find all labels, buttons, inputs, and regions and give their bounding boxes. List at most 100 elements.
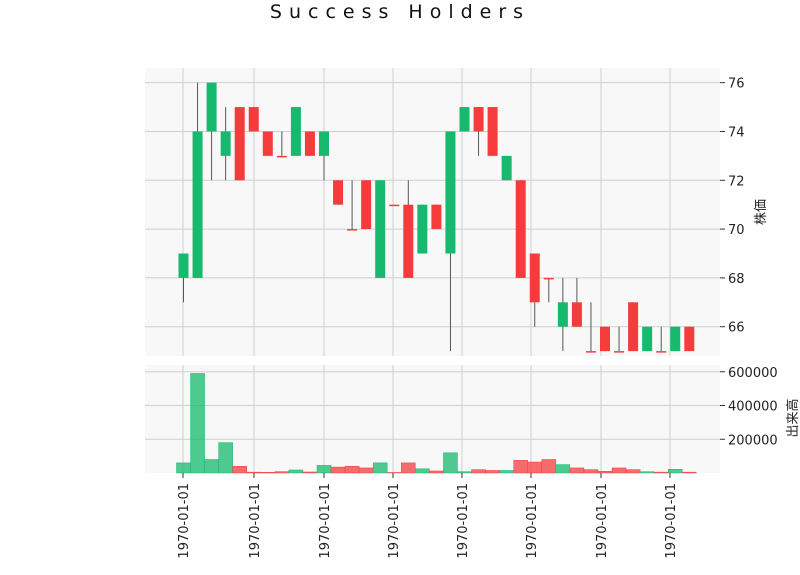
candle-series [178, 82, 695, 353]
candle-body-down [276, 155, 287, 158]
candle-body-up [670, 326, 681, 352]
volume-bar-up [415, 468, 430, 474]
volume-gridlines [145, 365, 720, 473]
volume-bar-down [401, 462, 416, 474]
candle-body-down [543, 277, 554, 280]
volume-tick-label: 200000 [728, 433, 778, 448]
volume-bar-down [653, 471, 669, 474]
volume-bar-up [457, 471, 472, 474]
candle-body-down [600, 326, 610, 352]
candle-body-up [417, 204, 428, 254]
price-tick-label: 68 [728, 272, 745, 287]
volume-bar-down [611, 467, 627, 474]
volume-axis-label: 出来高 [785, 398, 800, 437]
volume-bar-down [527, 461, 542, 474]
candle-body-up [375, 180, 386, 278]
volume-bar-down [387, 472, 402, 474]
volume-bar-up [443, 452, 458, 474]
candle-body-down [571, 302, 582, 327]
volume-bar-down [625, 469, 641, 474]
candle-body-up [192, 131, 203, 278]
candle-body-up [557, 302, 568, 327]
candle-body-up [220, 131, 231, 156]
volume-tick-label: 400000 [728, 400, 778, 415]
volume-bar-up [639, 471, 655, 474]
volume-bar-up [372, 462, 388, 474]
volume-bar-up [668, 469, 683, 474]
volume-bar-down [344, 466, 360, 474]
candle-body-down [333, 180, 344, 205]
candle-body-down [389, 204, 400, 207]
candle-body-down [487, 107, 498, 156]
volume-bar-down [513, 460, 528, 474]
volume-bar-down [274, 471, 290, 474]
volume-bar-down [541, 459, 557, 474]
x-axis: 1970-01-01 1970-01-01 1970-01-01 1970-01-01… [177, 473, 679, 559]
candle-body-down [473, 107, 484, 132]
volume-panel: 200000 400000 600000 出来高 [145, 365, 800, 474]
x-tick-label: 1970-01-01 [525, 483, 540, 559]
volume-tick-label: 600000 [728, 366, 778, 381]
candle-body-down [431, 204, 442, 230]
volume-series [176, 373, 697, 474]
candle-body-down [248, 107, 259, 132]
volume-bar-down [429, 470, 444, 474]
price-tick-label: 76 [728, 77, 745, 92]
candle-body-down [684, 326, 695, 352]
x-tick-label: 1970-01-01 [248, 483, 263, 559]
volume-bar-down [471, 469, 486, 474]
volume-bar-down [302, 471, 318, 474]
candle-body-up [642, 326, 653, 352]
candle-body-up [459, 107, 470, 132]
candle-body-up [319, 131, 329, 156]
volume-bar-down [232, 466, 247, 474]
x-tick-label: 1970-01-01 [664, 483, 679, 559]
price-y-axis: 66 68 70 72 74 76 [720, 77, 745, 336]
candle-body-down [628, 302, 639, 352]
candle-body-down [234, 107, 245, 181]
volume-bar-up [555, 464, 571, 474]
candle-body-up [445, 131, 456, 254]
x-tick-label: 1970-01-01 [595, 483, 610, 559]
volume-bar-up [316, 465, 332, 474]
volume-bar-down [260, 472, 276, 474]
candle-body-down [347, 229, 358, 231]
candle-body-up [178, 253, 189, 278]
candle-body-down [585, 351, 596, 353]
chart-title: Success Holders [270, 1, 530, 23]
x-tick-label: 1970-01-01 [318, 483, 333, 559]
candle-body-down [529, 253, 540, 303]
candle-body-down [361, 180, 372, 230]
volume-bar-down [583, 469, 599, 474]
x-tick-label: 1970-01-01 [387, 483, 402, 559]
candle-body-down [304, 131, 315, 156]
price-tick-label: 72 [728, 174, 745, 189]
volume-y-axis: 200000 400000 600000 [720, 366, 778, 448]
candle-body-down [614, 351, 625, 353]
price-axis-label: 株価 [754, 199, 769, 225]
volume-bar-down [485, 470, 500, 474]
volume-bar-up [218, 442, 233, 474]
candle-body-up [290, 107, 301, 156]
volume-bar-down [569, 467, 585, 474]
price-tick-label: 66 [728, 321, 745, 336]
volume-bar-down [682, 471, 697, 474]
x-tick-label: 1970-01-01 [456, 483, 471, 559]
volume-panel-background [145, 365, 720, 473]
volume-bar-up [288, 469, 304, 474]
volume-bar-down [358, 467, 374, 474]
volume-bar-down [330, 466, 346, 474]
volume-bar-down [597, 471, 613, 474]
price-tick-label: 74 [728, 125, 745, 140]
x-tick-label: 1970-01-01 [177, 483, 192, 559]
volume-bar-up [190, 373, 205, 474]
candle-body-up [501, 155, 512, 181]
volume-bar-up [204, 459, 219, 474]
volume-bar-down [246, 471, 261, 474]
candle-body-up [206, 82, 217, 132]
price-tick-label: 70 [728, 223, 745, 238]
candle-body-down [403, 204, 414, 278]
candle-body-down [656, 351, 667, 353]
candle-body-down [262, 131, 273, 156]
